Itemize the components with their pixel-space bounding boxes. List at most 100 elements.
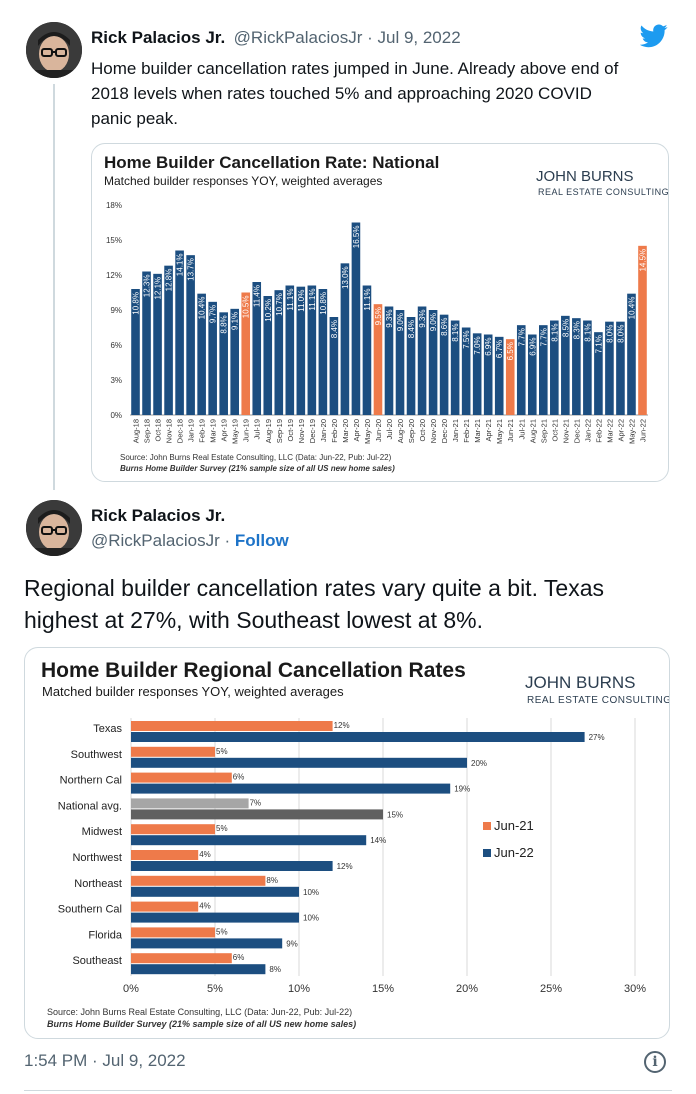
chart-title: Home Builder Cancellation Rate: National [104, 153, 439, 172]
avatar[interactable] [26, 22, 82, 78]
x-tick-label: Mar-20 [341, 419, 350, 443]
divider [24, 1090, 672, 1091]
data-label: 27% [589, 733, 605, 742]
data-label: 9.5% [374, 307, 383, 325]
bar-Jan-22 [583, 320, 592, 415]
bar-Aug-19 [263, 296, 273, 415]
x-tick-label: Sep-19 [275, 419, 284, 443]
author-handle-date[interactable]: @RickPalaciosJr · Jul 9, 2022 [233, 28, 461, 47]
chart-source: Source: John Burns Real Estate Consultin… [47, 1007, 352, 1017]
data-label: 6.7% [495, 340, 504, 358]
data-label: 10% [303, 888, 319, 897]
data-label: 8.0% [605, 325, 614, 343]
bar-Nov-18 [164, 265, 173, 415]
data-label: 9.3% [418, 310, 427, 328]
data-label: 19% [454, 785, 470, 794]
data-label: 8.4% [407, 320, 416, 338]
chart-subtitle: Matched builder responses YOY, weighted … [104, 174, 382, 188]
bar-Jul-20 [384, 306, 394, 415]
x-tick-label: 25% [540, 983, 562, 995]
y-tick-label: 3% [110, 376, 122, 385]
author-handle[interactable]: @RickPalaciosJr [91, 531, 220, 550]
bar-jun22-Southeast [131, 964, 266, 975]
y-tick-label: 15% [106, 236, 122, 245]
x-tick-label: Nov-19 [297, 419, 306, 443]
legend-label-jun21: Jun-21 [494, 818, 534, 833]
bar-Apr-20 [351, 222, 361, 415]
x-tick-label: Jul-19 [253, 419, 262, 439]
bar-Apr-19 [219, 312, 228, 415]
x-tick-label: Feb-19 [198, 419, 207, 443]
bar-Dec-20 [439, 314, 449, 415]
legend: Jun-21 Jun-22 [483, 818, 534, 860]
x-tick-label: 0% [123, 983, 139, 995]
data-label: 8.3% [572, 321, 581, 339]
x-tick-label: May-21 [495, 419, 504, 444]
bar-Dec-19 [307, 285, 317, 415]
bar-Feb-22 [594, 332, 603, 415]
tweet1-line: panic peak. [91, 109, 178, 128]
data-label: 16.5% [352, 226, 361, 249]
logo-subtext: REAL ESTATE CONSULTING [527, 695, 670, 706]
data-label: 6.9% [484, 338, 493, 356]
bar-Apr-21 [483, 334, 493, 415]
separator-dot: · [224, 531, 231, 550]
data-label: 7.7% [539, 328, 548, 346]
bar-jun21-Northwest [131, 850, 199, 860]
bar-Feb-20 [329, 317, 339, 415]
x-tick-label: Mar-19 [209, 419, 218, 443]
data-label: 10.7% [275, 293, 284, 316]
info-icon[interactable]: i [644, 1051, 666, 1073]
bar-Jan-21 [450, 320, 460, 415]
bar-jun21-National avg. [131, 798, 249, 809]
national-chart-card[interactable]: Home Builder Cancellation Rate: National… [91, 143, 669, 482]
tweet-timestamp[interactable]: 1:54 PM · Jul 9, 2022 [24, 1051, 186, 1070]
tweet2-line: Regional builder cancellation rates vary… [24, 575, 605, 601]
follow-button[interactable]: Follow [234, 531, 289, 550]
data-label: 6% [233, 953, 245, 962]
bar-Jun-21 [505, 339, 515, 415]
bar-jun22-National avg. [131, 809, 383, 820]
regional-cancellation-chart: Home Builder Regional Cancellation Rates… [41, 659, 670, 1029]
category-label: Texas [93, 723, 122, 735]
x-tick-label: Aug-20 [396, 419, 405, 443]
y-tick-label: 9% [110, 306, 122, 315]
category-label: Florida [88, 929, 123, 941]
x-tick-label: Oct-20 [418, 419, 427, 442]
x-tick-label: Jan-22 [583, 419, 592, 442]
data-label: 5% [216, 747, 228, 756]
x-tick-label: 20% [456, 983, 478, 995]
x-tick-label: 10% [288, 983, 310, 995]
bar-Oct-21 [550, 320, 559, 415]
bar-Oct-19 [285, 285, 295, 415]
regional-chart-card[interactable]: Home Builder Regional Cancellation Rates… [24, 647, 670, 1039]
data-label: 13.0% [341, 266, 350, 289]
data-label: 7.1% [594, 335, 603, 353]
legend-swatch-jun21 [483, 822, 491, 830]
x-tick-label: Oct-19 [286, 419, 295, 442]
plot-area: 0% 5% 10% 15% 20% 25% 30% Texas 12% 27% Southwest 5… [58, 718, 646, 995]
data-label: 6.5% [506, 342, 515, 360]
chart-note: Burns Home Builder Survey (21% sample si… [47, 1019, 356, 1029]
data-label: 5% [216, 824, 228, 833]
x-tick-label: Nov-18 [165, 419, 174, 443]
x-tick-label: May-22 [627, 419, 636, 444]
avatar[interactable] [26, 500, 82, 556]
bar-Sep-18 [142, 271, 151, 415]
category-label: National avg. [58, 800, 122, 812]
bar-May-19 [230, 308, 240, 415]
bar-jun22-Northwest [131, 861, 333, 871]
data-label: 7.5% [462, 331, 471, 349]
category-label: Northeast [74, 878, 122, 890]
author-name[interactable]: Rick Palacios Jr. [91, 506, 226, 525]
data-label: 9.0% [396, 313, 405, 331]
data-label: 12% [337, 862, 353, 871]
y-tick-label: 6% [110, 341, 122, 350]
bar-jun22-Southwest [131, 757, 467, 768]
twitter-bird-icon [639, 24, 668, 48]
x-tick-label: Jun-22 [638, 419, 647, 442]
x-tick-label: Jun-20 [374, 419, 383, 442]
author-name[interactable]: Rick Palacios Jr. [91, 28, 226, 47]
bar-Dec-21 [572, 318, 581, 415]
bar-Jun-19 [241, 292, 251, 415]
